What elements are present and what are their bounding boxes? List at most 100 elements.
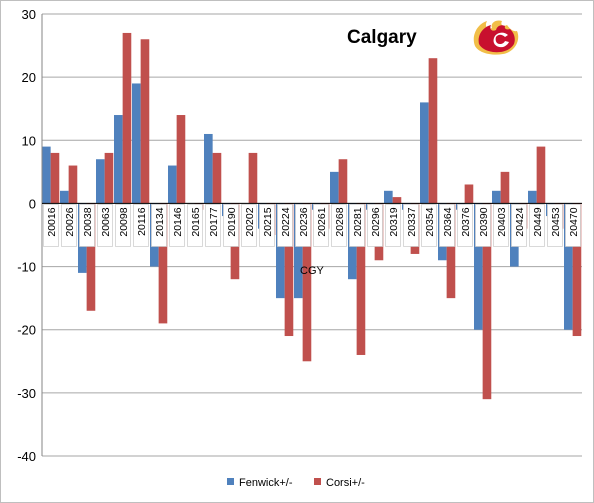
bar-fenwick [132, 83, 141, 204]
legend-swatch-corsi [314, 478, 321, 485]
category-label-box [61, 204, 77, 247]
category-label-text: 20016 [46, 207, 58, 236]
category-label-box [529, 204, 545, 247]
category-label-box [511, 204, 527, 247]
bar-corsi [356, 203, 366, 355]
category-label-box [349, 204, 365, 247]
bar-fenwick [42, 146, 51, 204]
category-label-box [493, 204, 509, 247]
category-label-text: 20268 [334, 207, 346, 236]
category-label-box [295, 204, 311, 247]
category-label-box [439, 204, 455, 247]
bar-fenwick [420, 102, 429, 204]
category-label: 20116 [133, 204, 149, 247]
category-label-text: 20453 [550, 207, 562, 236]
y-tick-label: -40 [17, 449, 36, 464]
bar-corsi [68, 165, 78, 204]
category-label-box [241, 204, 257, 247]
category-label-text: 20403 [496, 207, 508, 236]
bar-corsi [302, 203, 312, 362]
legend: Fenwick+/- Corsi+/- [227, 477, 365, 489]
category-label: 20038 [79, 204, 95, 247]
bar-corsi [464, 184, 474, 204]
category-label-box [277, 204, 293, 247]
category-label-box [475, 204, 491, 247]
bar-corsi [338, 159, 348, 204]
y-tick-label: -20 [17, 323, 36, 338]
category-label-box [151, 204, 167, 247]
category-label-text: 20449 [532, 207, 544, 236]
chart-title: Calgary [347, 27, 417, 48]
y-tick-label: 30 [22, 7, 36, 22]
y-tick-label: 10 [22, 133, 36, 148]
bar-corsi [212, 152, 222, 204]
category-label-box [169, 204, 185, 247]
category-label-text: 20281 [352, 207, 364, 236]
category-label-box [547, 204, 563, 247]
bar-corsi [140, 39, 150, 204]
category-label-text: 20190 [226, 207, 238, 236]
bar-corsi [86, 203, 96, 311]
category-label-text: 20146 [172, 207, 184, 236]
bar-fenwick [114, 115, 123, 204]
category-label-text: 20224 [280, 207, 292, 236]
annotation-cgy: CGY [300, 265, 325, 277]
category-label-text: 20177 [208, 207, 220, 236]
category-label: 20354 [421, 204, 437, 247]
bar-fenwick [330, 171, 339, 204]
bar-corsi [104, 152, 114, 204]
category-label-text: 20364 [442, 207, 454, 236]
category-label-text: 20026 [64, 207, 76, 236]
category-label-text: 20098 [118, 207, 130, 236]
category-label-text: 20165 [190, 207, 202, 236]
y-tick-label: -30 [17, 386, 36, 401]
bar-corsi [158, 203, 168, 324]
category-label-text: 20134 [154, 207, 166, 236]
category-label: 20403 [493, 204, 509, 247]
category-label-box [403, 204, 419, 247]
bar-corsi [392, 197, 402, 204]
category-label-box [79, 204, 95, 247]
category-label: 20177 [205, 204, 221, 247]
y-tick-label: -10 [17, 260, 36, 275]
bar-fenwick [168, 165, 177, 204]
category-label: 20449 [529, 204, 545, 247]
category-label: 20146 [169, 204, 185, 247]
category-label-text: 20261 [316, 207, 328, 236]
category-label-text: 20236 [298, 207, 310, 236]
category-label: 20376 [457, 204, 473, 247]
category-label-box [367, 204, 383, 247]
bar-fenwick [96, 159, 105, 204]
category-label-text: 20470 [568, 207, 580, 236]
category-label-text: 20337 [406, 207, 418, 236]
category-label: 20236 [295, 204, 311, 247]
category-label: 20134 [151, 204, 167, 247]
bar-fenwick [492, 190, 501, 204]
category-label-box [115, 204, 131, 247]
category-label: 20026 [61, 204, 77, 247]
category-label: 20453 [547, 204, 563, 247]
category-label: 20424 [511, 204, 527, 247]
category-label: 20063 [97, 204, 113, 247]
legend-swatch-fenwick [227, 478, 234, 485]
bar-fenwick [384, 190, 393, 204]
category-label-text: 20424 [514, 207, 526, 236]
legend-label-corsi: Corsi+/- [326, 477, 365, 489]
bar-corsi [122, 32, 132, 204]
category-label-box [133, 204, 149, 247]
category-label-box [331, 204, 347, 247]
category-label-text: 20215 [262, 207, 274, 236]
category-label: 20296 [367, 204, 383, 247]
category-label-text: 20063 [100, 207, 112, 236]
bar-corsi [50, 152, 60, 204]
bar-corsi [536, 146, 546, 204]
bar-corsi [248, 152, 258, 204]
category-label: 20215 [259, 204, 275, 247]
category-label-box [457, 204, 473, 247]
category-label: 20165 [187, 204, 203, 247]
flaming-c-logo [473, 20, 519, 55]
bar-corsi [176, 115, 186, 204]
bar-fenwick [276, 203, 285, 299]
